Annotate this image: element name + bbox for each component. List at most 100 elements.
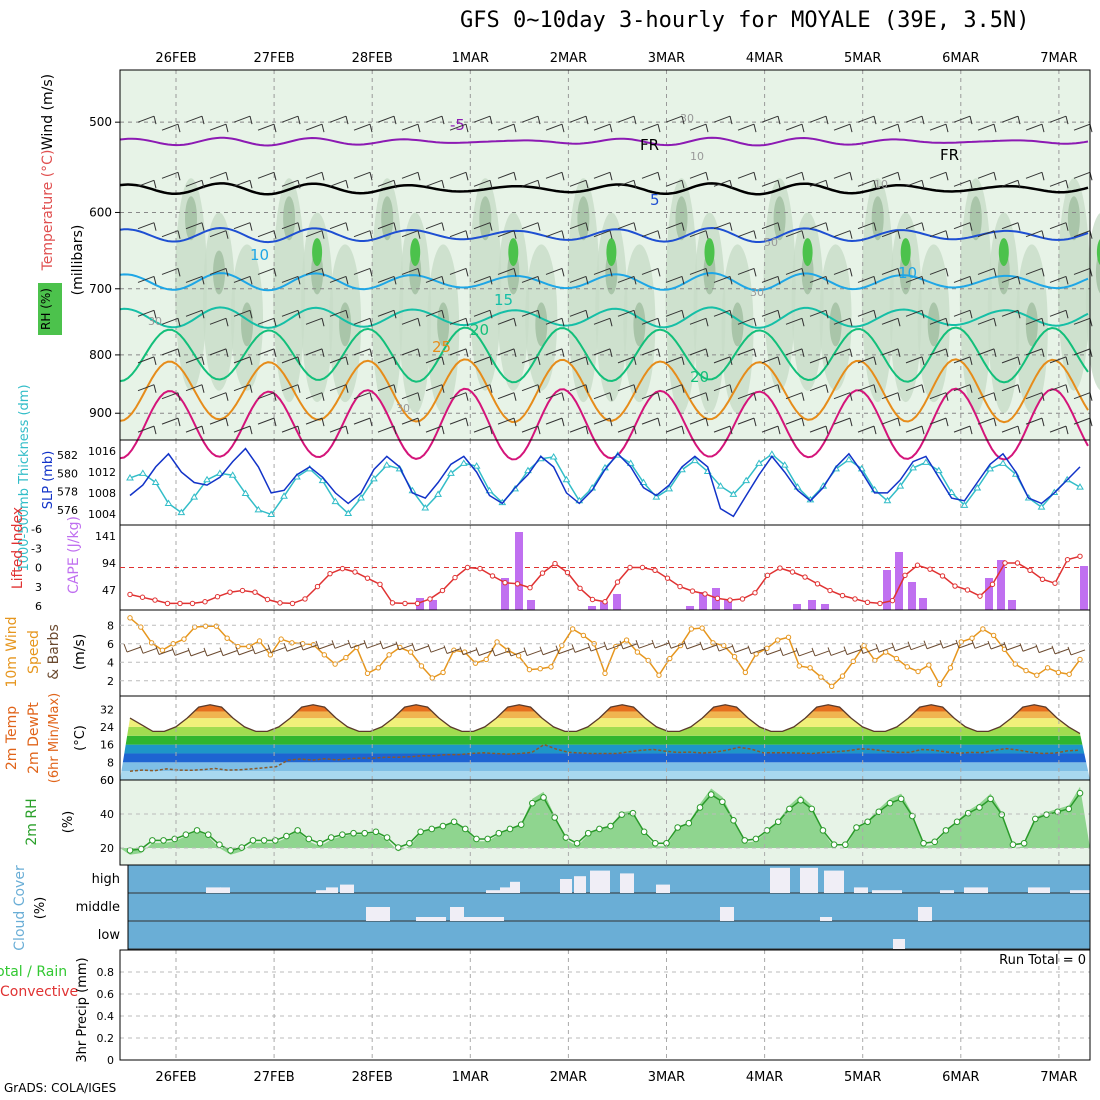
wind-barb <box>393 356 397 366</box>
wind-barb <box>833 417 851 425</box>
wind-barb <box>993 172 997 181</box>
rh-point <box>484 835 491 843</box>
wind-barb <box>209 317 227 325</box>
pressure-tick-label: 700 <box>89 282 112 296</box>
wind-barb <box>873 310 877 319</box>
wind-barb <box>401 267 419 275</box>
wind-barb <box>857 275 875 283</box>
slp-tick-label: 1004 <box>88 508 116 521</box>
wind-barb <box>137 275 155 283</box>
rh2m-axis-label: 2m RH <box>24 798 40 845</box>
wind-barb <box>345 222 349 231</box>
wind-barb <box>945 172 949 181</box>
wind-barb <box>945 124 949 133</box>
wind-barb <box>657 318 661 327</box>
wind-barb <box>857 356 875 364</box>
wind-barb <box>641 317 659 325</box>
wind-barb <box>329 275 347 283</box>
lifted-index-point <box>677 583 683 590</box>
wind-barb <box>953 275 971 283</box>
date-label-bottom: 3MAR <box>648 1070 685 1085</box>
surface-wind-barb <box>926 643 942 650</box>
surface-wind-barb <box>494 650 510 657</box>
wind-barb <box>393 180 397 189</box>
wind-barb <box>1065 356 1069 366</box>
temperature-line <box>129 704 1081 735</box>
surface-wind-barb <box>638 642 654 649</box>
temperature-band <box>120 771 1090 780</box>
wind-speed-point <box>990 632 997 639</box>
wind-speed-point <box>656 672 662 678</box>
surface-wind-barb <box>283 643 288 652</box>
wind-barb <box>1001 222 1019 230</box>
surface-wind-barb <box>427 644 432 653</box>
wind-barb <box>825 180 829 189</box>
surface-wind-barb <box>619 640 624 650</box>
rh-point <box>327 834 335 841</box>
humidity-shading <box>203 212 235 391</box>
wind-barb <box>497 348 515 356</box>
wind-barb <box>929 317 947 325</box>
wind-barb <box>249 116 253 125</box>
humidity-shading <box>339 302 352 347</box>
wind-barb <box>321 392 325 401</box>
humidity-shading <box>829 302 842 347</box>
convective-label: Convective <box>0 984 78 1000</box>
wind-barb <box>185 425 203 433</box>
wind-barb <box>153 425 157 435</box>
wind-barb <box>729 276 733 285</box>
wind-barb <box>753 172 757 181</box>
wind-barb <box>929 417 947 425</box>
wind-barb <box>137 384 155 392</box>
wind-barb <box>1025 230 1043 238</box>
wind-barb <box>209 230 227 238</box>
wind-barb <box>729 222 733 231</box>
wind-barb <box>617 384 635 392</box>
wind-barb <box>297 276 301 285</box>
wind-barb <box>705 124 709 133</box>
surface-wind-barb <box>1070 649 1086 656</box>
wind-barb <box>417 230 421 239</box>
wind-barb <box>809 222 827 230</box>
wind-axis-label: Wind (m/s) <box>40 74 56 150</box>
lifted-index-point <box>627 564 633 571</box>
wind-barb <box>689 417 707 425</box>
rh-tick-label: 40 <box>100 808 114 821</box>
rh-legend-swatch <box>38 283 62 335</box>
wind-barb <box>945 230 949 239</box>
wind-barb <box>617 356 635 364</box>
wind-barb <box>297 310 301 319</box>
lifted-index-point <box>1064 556 1071 563</box>
wind-barb <box>465 392 469 401</box>
wind-barb <box>257 267 275 275</box>
surface-wind-barb <box>267 644 272 653</box>
surface-wind-barb <box>843 646 848 655</box>
surface-wind-barb <box>558 648 574 655</box>
cape-bar <box>515 532 523 610</box>
rh-point <box>316 839 324 847</box>
cape-bar <box>527 600 535 610</box>
wind-barb <box>905 356 923 364</box>
surface-wind-barb <box>667 640 672 649</box>
surface-wind-barb <box>894 645 910 652</box>
wind-barb <box>593 392 611 400</box>
wind-barb <box>753 124 757 133</box>
wind-barb <box>209 392 227 400</box>
wind-barb <box>489 384 493 393</box>
wind-barb <box>1049 384 1067 392</box>
wind-barb <box>921 425 925 435</box>
rh-point <box>450 818 458 826</box>
lifted-index-point <box>852 596 858 602</box>
wind-barb <box>161 348 179 356</box>
wind-barb <box>737 171 755 179</box>
rh-point <box>719 798 726 806</box>
wind-barb <box>737 417 755 425</box>
rh-point <box>741 837 749 844</box>
wind-barb <box>753 348 757 358</box>
wind-barb <box>137 309 155 317</box>
surface-wind-barb <box>526 650 542 657</box>
wind-barb <box>873 222 877 231</box>
surface-wind-barb <box>315 640 320 650</box>
surface-wind-barb <box>222 650 238 657</box>
wind-barb <box>473 275 491 283</box>
